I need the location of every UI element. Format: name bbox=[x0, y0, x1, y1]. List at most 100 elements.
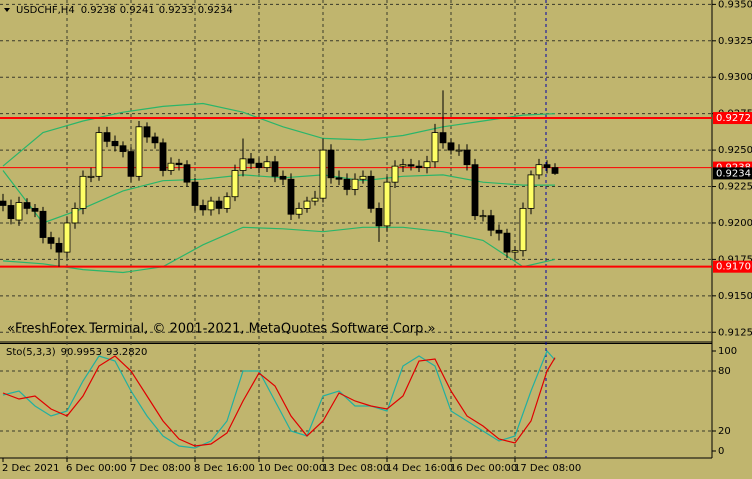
candle-body bbox=[239, 158, 247, 171]
candle-body bbox=[503, 232, 511, 253]
candle-body bbox=[391, 165, 399, 183]
candle-body bbox=[495, 229, 503, 234]
candle-body bbox=[511, 250, 519, 253]
candle-body bbox=[543, 164, 551, 168]
indicator-main: 90.9953 bbox=[61, 347, 102, 358]
candle-body bbox=[231, 170, 239, 198]
candle-body bbox=[47, 237, 55, 244]
candle-body bbox=[295, 207, 303, 215]
indicator-title: Sto(5,3,3) bbox=[6, 347, 56, 358]
candle-body bbox=[407, 164, 415, 167]
candle-body bbox=[63, 222, 71, 253]
candle-body bbox=[375, 207, 383, 227]
candle-body bbox=[23, 202, 31, 209]
candle-body bbox=[343, 178, 351, 190]
candle-body bbox=[119, 145, 127, 152]
stochastic-line bbox=[2, 349, 556, 449]
y-tick-label: 0.9125 bbox=[718, 327, 752, 338]
y-tick-label: 0.9175 bbox=[718, 254, 752, 265]
y-tick-label: 0 bbox=[718, 446, 724, 457]
candle-body bbox=[167, 162, 175, 171]
candle-body bbox=[255, 162, 263, 168]
x-tick-label: 14 Dec 16:00 bbox=[386, 463, 453, 474]
candle-body bbox=[7, 205, 15, 219]
candle-body bbox=[175, 162, 183, 166]
open-value: 0.9238 bbox=[81, 5, 116, 16]
candle-body bbox=[71, 207, 79, 224]
indicator-header: Sto(5,3,3) 90.9953 93.2820 bbox=[6, 347, 147, 358]
candle-body bbox=[551, 167, 559, 174]
current-price-label: 0.9234 bbox=[716, 168, 751, 179]
candle-body bbox=[423, 161, 431, 168]
candle-body bbox=[311, 197, 319, 202]
candle-body bbox=[399, 164, 407, 167]
y-tick-label: 0.9150 bbox=[718, 291, 752, 302]
x-tick-label: 6 Dec 00:00 bbox=[66, 463, 127, 474]
x-tick-label: 2 Dec 2021 bbox=[2, 463, 60, 474]
candle-body bbox=[135, 126, 143, 177]
y-tick-label: 0.9300 bbox=[718, 72, 752, 83]
candle-body bbox=[487, 215, 495, 231]
y-tick-label: 20 bbox=[718, 426, 731, 437]
chart-header: USDCHF,H4 0.9238 0.9241 0.9233 0.9234 bbox=[16, 5, 233, 16]
y-tick-label: 0.9200 bbox=[718, 218, 752, 229]
candle-body bbox=[359, 175, 367, 180]
y-tick-label: 80 bbox=[718, 366, 731, 377]
candle-body bbox=[471, 164, 479, 217]
low-value: 0.9233 bbox=[159, 5, 194, 16]
candle-body bbox=[327, 149, 335, 179]
candle-body bbox=[31, 207, 39, 212]
symbol: USDCHF,H4 bbox=[16, 5, 75, 16]
candle-body bbox=[151, 136, 159, 144]
candle-body bbox=[0, 200, 7, 206]
candle-body bbox=[303, 200, 311, 209]
candle-body bbox=[535, 164, 543, 176]
candle-body bbox=[39, 210, 47, 238]
candle-body bbox=[215, 200, 223, 209]
current-price-tag bbox=[713, 167, 752, 180]
x-tick-label: 13 Dec 08:00 bbox=[322, 463, 389, 474]
candle-body bbox=[351, 178, 359, 190]
candle-body bbox=[271, 161, 279, 177]
candle-body bbox=[15, 202, 23, 221]
indicator-signal: 93.2820 bbox=[106, 347, 147, 358]
x-tick-label: 10 Dec 00:00 bbox=[258, 463, 325, 474]
candle-body bbox=[183, 164, 191, 183]
candle-body bbox=[319, 149, 327, 199]
candle-body bbox=[367, 175, 375, 209]
candle-body bbox=[383, 181, 391, 227]
candle-body bbox=[191, 181, 199, 206]
candle-body bbox=[455, 149, 463, 152]
high-value: 0.9241 bbox=[120, 5, 155, 16]
candle-body bbox=[415, 165, 423, 168]
candle-body bbox=[95, 132, 103, 177]
candle-body bbox=[527, 174, 535, 209]
candle-body bbox=[103, 132, 111, 142]
y-tick-label: 100 bbox=[718, 346, 737, 357]
candle-body bbox=[287, 178, 295, 215]
x-tick-label: 8 Dec 16:00 bbox=[194, 463, 255, 474]
candle-body bbox=[263, 161, 271, 168]
candle-body bbox=[127, 151, 135, 177]
level-label: 0.9272 bbox=[716, 113, 751, 124]
collapse-triangle bbox=[4, 8, 10, 12]
candle-body bbox=[279, 175, 287, 180]
candle-body bbox=[431, 132, 439, 163]
y-tick-label: 0.9325 bbox=[718, 36, 752, 47]
candle-body bbox=[463, 149, 471, 166]
candle-body bbox=[439, 132, 447, 144]
close-value: 0.9234 bbox=[198, 5, 233, 16]
y-tick-label: 0.9225 bbox=[718, 182, 752, 193]
candle-body bbox=[207, 200, 215, 211]
candle-body bbox=[87, 175, 95, 178]
candle-body bbox=[159, 142, 167, 171]
candle-body bbox=[447, 142, 455, 151]
candle-body bbox=[143, 126, 151, 138]
candle-body bbox=[335, 177, 343, 180]
x-tick-label: 7 Dec 08:00 bbox=[130, 463, 191, 474]
level-tag bbox=[713, 260, 752, 273]
level-label: 0.9170 bbox=[716, 262, 751, 273]
